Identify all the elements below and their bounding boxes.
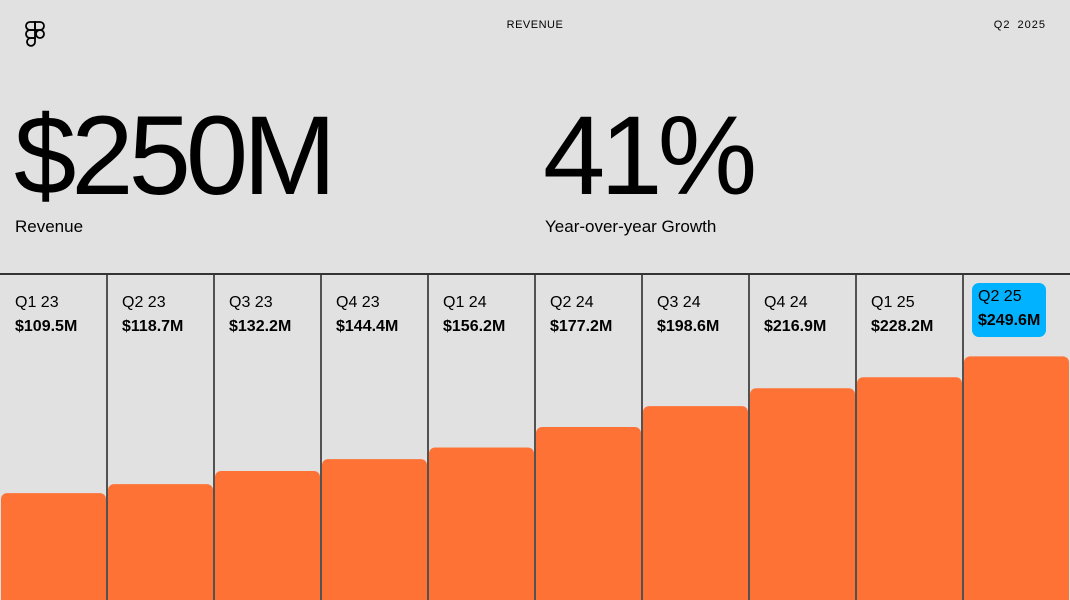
bar-q3-24 bbox=[643, 406, 748, 600]
category-label: Q4 23 bbox=[336, 294, 380, 311]
category-label: Q1 24 bbox=[443, 294, 487, 311]
value-label: $216.9M bbox=[764, 318, 827, 335]
value-label: $144.4M bbox=[336, 318, 399, 335]
bar-q4-23 bbox=[322, 459, 427, 600]
value-label: $109.5M bbox=[15, 318, 78, 335]
figma-logo-icon bbox=[25, 21, 45, 47]
column-label: Q1 24 $156.2M bbox=[443, 291, 505, 339]
bar-q4-24 bbox=[750, 388, 855, 600]
bar-q1-24 bbox=[429, 447, 534, 600]
category-label: Q4 24 bbox=[764, 294, 808, 311]
column-label: Q2 24 $177.2M bbox=[550, 291, 612, 339]
divider bbox=[0, 273, 1070, 275]
column-label: Q3 24 $198.6M bbox=[657, 291, 719, 339]
value-label: $156.2M bbox=[443, 318, 506, 335]
value-label: $249.6M bbox=[978, 312, 1041, 329]
category-label: Q3 23 bbox=[229, 294, 273, 311]
growth-value: 41% bbox=[543, 93, 757, 218]
revenue-label: Revenue bbox=[15, 217, 84, 236]
category-label: Q2 24 bbox=[550, 294, 594, 311]
column-label: Q4 24 $216.9M bbox=[764, 291, 826, 339]
period-label: Q2 2025 bbox=[993, 19, 1046, 31]
value-label: $198.6M bbox=[657, 318, 720, 335]
bar-q3-23 bbox=[215, 470, 320, 600]
column-label: Q1 25 $228.2M bbox=[871, 291, 933, 339]
bar-q1-25 bbox=[857, 377, 962, 600]
bar-q2-24 bbox=[536, 427, 641, 600]
column-label: Q2 23 $118.7M bbox=[122, 291, 183, 339]
column-label: Q2 25 $249.6M bbox=[972, 283, 1047, 337]
column-label: Q3 23 $132.2M bbox=[229, 291, 291, 339]
category-label: Q1 25 bbox=[871, 294, 915, 311]
category-label: Q2 23 bbox=[122, 294, 166, 311]
category-label: Q3 24 bbox=[657, 294, 701, 311]
column-label: Q4 23 $144.4M bbox=[336, 291, 398, 339]
value-label: $132.2M bbox=[229, 318, 292, 335]
bar-q1-23 bbox=[1, 493, 106, 600]
bar-q2-23 bbox=[108, 484, 213, 600]
column-label: Q1 23 $109.5M bbox=[15, 291, 77, 339]
value-label: $118.7M bbox=[122, 318, 184, 335]
growth-label: Year-over-year Growth bbox=[545, 217, 717, 236]
revenue-bar-chart: Q1 23 $109.5M Q2 23 $118.7M Q3 23 $132.2M Q4 2… bbox=[0, 275, 1070, 600]
bars-layer bbox=[1, 275, 1069, 600]
revenue-value: $250M bbox=[14, 93, 336, 218]
bar-q2-25 bbox=[964, 356, 1069, 600]
value-label: $228.2M bbox=[871, 318, 934, 335]
page-title: REVENUE bbox=[506, 19, 564, 31]
category-label: Q2 25 bbox=[978, 288, 1022, 305]
value-label: $177.2M bbox=[550, 318, 613, 335]
category-label: Q1 23 bbox=[15, 294, 59, 311]
